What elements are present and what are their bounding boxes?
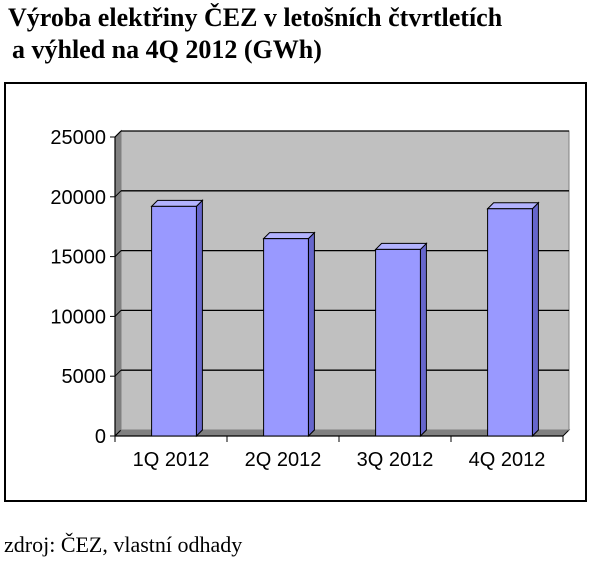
- gridline-side: [114, 190, 122, 198]
- y-tick-label: 0: [95, 426, 106, 448]
- x-tick-label: 3Q 2012: [357, 449, 434, 471]
- x-tick-label: 1Q 2012: [133, 449, 210, 471]
- bar-side: [531, 201, 539, 438]
- gridline-side: [114, 130, 122, 138]
- bar-top: [150, 199, 204, 207]
- bar: [487, 208, 533, 437]
- bar: [151, 205, 197, 437]
- bar-top: [486, 202, 540, 210]
- x-tick-label: 2Q 2012: [245, 449, 322, 471]
- plot-side-wall: [114, 129, 122, 438]
- bar-side: [419, 242, 427, 438]
- chart-title-line-2: a výhled na 4Q 2012 (GWh): [12, 35, 322, 64]
- x-tick-label: 4Q 2012: [469, 449, 546, 471]
- bar: [263, 238, 309, 437]
- gridline-side: [114, 369, 122, 377]
- gridline-side: [114, 250, 122, 257]
- y-tick-label: 10000: [50, 306, 106, 328]
- bar: [375, 248, 421, 437]
- source-note: zdroj: ČEZ, vlastní odhady: [4, 532, 243, 557]
- y-tick-label: 20000: [50, 187, 106, 209]
- chart-title: Výroba elektřiny ČEZ v letošních čtvrtle…: [8, 2, 588, 66]
- gridline-side: [114, 310, 122, 317]
- chart-title-line-1: Výroba elektřiny ČEZ v letošních čtvrtle…: [8, 3, 503, 32]
- bar-side: [195, 199, 203, 438]
- y-tick-label: 5000: [62, 366, 107, 388]
- y-tick-label: 25000: [50, 127, 106, 149]
- bar-side: [307, 231, 315, 438]
- bar-top: [374, 242, 428, 250]
- y-tick-label: 15000: [50, 247, 106, 269]
- bar-top: [262, 232, 316, 240]
